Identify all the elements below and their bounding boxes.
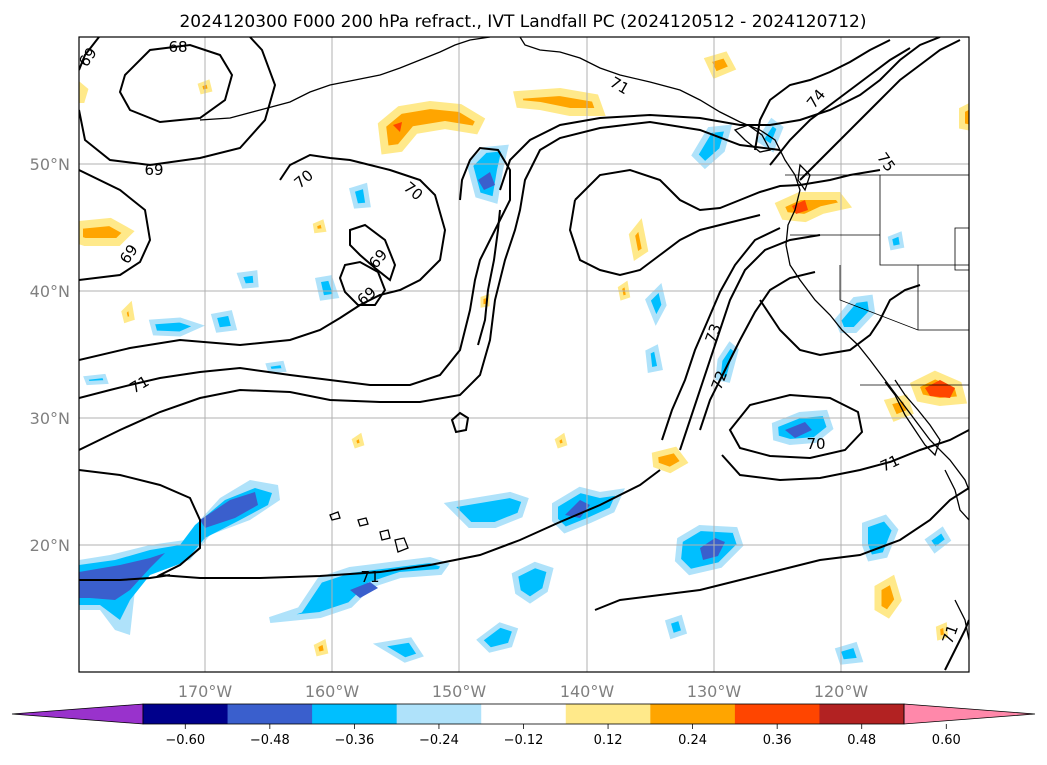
- y-axis-ticks: 50°N 40°N 30°N 20°N: [30, 155, 70, 555]
- contour-label-68: 68: [168, 38, 187, 56]
- warm-blob-180w-56n: [79, 81, 89, 103]
- figure-title: 2024120300 F000 200 hPa refract., IVT La…: [179, 12, 866, 32]
- contour-label-73: 73: [702, 321, 725, 345]
- warm-blob-118w-13n: [935, 622, 949, 641]
- colorbar-tick-label: −0.24: [419, 733, 459, 748]
- colorbar-cell: [734, 704, 820, 724]
- y-tick-30n: 30°N: [30, 409, 70, 428]
- map-panel: 68 69 69 69 69 69 70 70 71 71 71 71 71 7…: [79, 37, 969, 672]
- y-tick-40n: 40°N: [30, 282, 70, 301]
- y-tick-20n: 20°N: [30, 536, 70, 555]
- colorbar-tick-label: −0.36: [334, 733, 374, 748]
- x-tick-140w: 140°W: [560, 682, 615, 701]
- contour-label-71-ff: 71: [939, 622, 962, 646]
- x-tick-120w: 120°W: [814, 682, 869, 701]
- warm-blob-142w-28n: [554, 432, 568, 449]
- colorbar-cell: [819, 704, 905, 724]
- colorbar-tick-label: −0.60: [165, 733, 205, 748]
- colorbar-extend-high: [903, 703, 1036, 725]
- contour-label-69-w: 69: [144, 161, 163, 179]
- colorbar-cell: [396, 704, 482, 724]
- cold-blob-134w-20n-core: [700, 538, 725, 560]
- warm-blob-124w-47n-core: [792, 200, 808, 214]
- cold-blob-139w-18n: [511, 561, 554, 604]
- warm-blob-177w-45n: [79, 217, 135, 246]
- warm-blob-130w-57n: [703, 51, 737, 79]
- cold-blob-29n-core: [785, 422, 812, 438]
- cold-blob-128w-34n: [715, 341, 739, 383]
- cold-blob-160w-40n: [314, 275, 340, 301]
- cold-blob-167w-41n: [236, 270, 259, 289]
- x-axis-ticks: 170°W 160°W 150°W 140°W 130°W 120°W: [178, 682, 869, 701]
- colorbar-cell: [650, 704, 736, 724]
- cold-blob-158w-47n: [348, 182, 371, 209]
- cold-blob-165w-37n: [210, 310, 238, 333]
- x-tick-130w: 130°W: [687, 682, 742, 701]
- warm-blob-136w-43n: [628, 218, 649, 262]
- contour-label-70-se: 70: [806, 435, 825, 453]
- cold-blob-117w-45n: [887, 231, 905, 251]
- colorbar-extend-low: [11, 703, 144, 725]
- colorbar-cell: [143, 704, 229, 724]
- colorbar-tick-label: 0.12: [594, 733, 623, 748]
- contour-label-72: 72: [708, 368, 731, 392]
- cold-blob-148w-48n-core: [478, 172, 495, 190]
- colorbar-cell: [481, 704, 567, 724]
- x-tick-150w: 150°W: [432, 682, 487, 701]
- colorbar-tick-label: 0.24: [678, 733, 707, 748]
- contour-label-71-s: 71: [360, 568, 379, 586]
- colorbar-tick-label: −0.12: [504, 733, 544, 748]
- cold-blob-176w-33n: [83, 373, 109, 386]
- colorbar-tick-label: 0.60: [932, 733, 961, 748]
- x-tick-160w: 160°W: [305, 682, 360, 701]
- warm-blob-158w-28n: [351, 432, 365, 449]
- colorbar-tick-label: 0.48: [847, 733, 876, 748]
- cold-band-17n-core: [350, 582, 378, 598]
- cold-blob-170w-37n: [148, 317, 205, 337]
- warm-blob-131w-27n: [651, 446, 689, 474]
- warm-blob-172w-38n: [121, 300, 135, 324]
- warm-blob-155w-52n-core: [393, 122, 402, 132]
- y-tick-50n: 50°N: [30, 155, 70, 174]
- warm-blob-165w-45n: [312, 219, 327, 234]
- x-tick-170w: 170°W: [178, 682, 233, 701]
- warm-blob-111w-55n: [959, 103, 969, 131]
- coastlines: [199, 37, 969, 641]
- cold-region-sw-core: [79, 492, 258, 600]
- warm-blob-116w-16n: [874, 574, 902, 619]
- cold-blob-157w-13n: [372, 637, 424, 663]
- colorbar-cell: [565, 704, 651, 724]
- gridlines: [79, 37, 969, 672]
- warm-blob-160w-12n: [313, 639, 329, 657]
- state-borders: [785, 174, 969, 386]
- colorbar: −0.60 −0.48 −0.36 −0.24 −0.12 0.12 0.24 0.36 0.4…: [11, 703, 1036, 748]
- warm-blob-140w-54n: [513, 87, 606, 116]
- cold-blob-136w-38n: [645, 283, 667, 326]
- cold-central-22n-core: [565, 500, 590, 518]
- cold-blob-133w-14n: [664, 614, 688, 640]
- colorbar-tick-label: 0.36: [763, 733, 792, 748]
- warm-blob-155w-52n: [377, 100, 486, 155]
- map-frame: [78, 36, 970, 673]
- cold-central-22n: [443, 491, 529, 528]
- colorbar-cell: [227, 704, 313, 724]
- colorbar-tick-label: −0.48: [250, 733, 290, 748]
- cold-blob-138w-34n: [645, 344, 663, 373]
- cold-blob-163w-35n: [265, 360, 287, 374]
- colorbar-cell: [312, 704, 398, 724]
- cold-blob-150w-14n: [476, 622, 519, 653]
- warm-blob-117w-32n-core: [925, 380, 955, 398]
- contours: [79, 37, 969, 671]
